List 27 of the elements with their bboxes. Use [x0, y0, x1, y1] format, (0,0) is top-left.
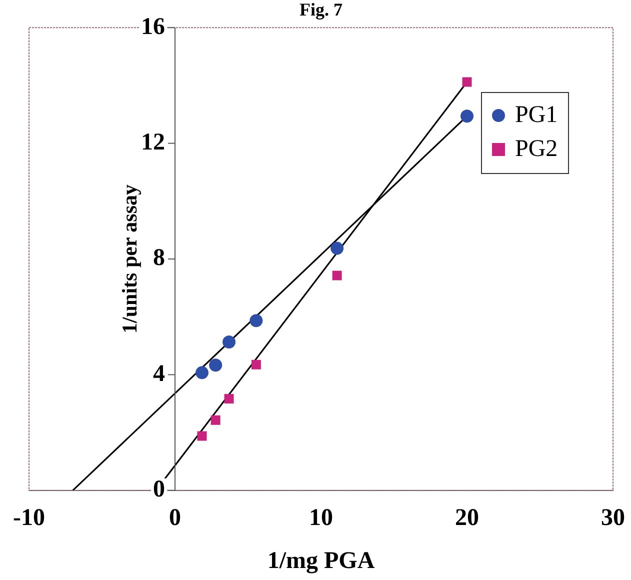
x-tick-label: 30: [601, 505, 625, 532]
point: [209, 358, 222, 372]
chart-title: Fig. 7: [300, 0, 342, 20]
point: [196, 366, 209, 380]
point: [222, 336, 236, 349]
x-tick-label: 0: [169, 505, 181, 532]
legend-label: PG1: [515, 102, 558, 130]
y-tick-label: 16: [141, 14, 165, 40]
point: [210, 415, 220, 425]
point: [251, 360, 261, 370]
y-axis-title: 1/units per assay: [117, 184, 142, 334]
point: [330, 242, 344, 255]
point: [224, 394, 234, 404]
y-tick-label: 8: [153, 245, 165, 272]
point: [332, 270, 342, 280]
x-axis-title: 1/mg PGA: [267, 548, 376, 574]
x-tick-label: -10: [13, 505, 45, 532]
legend-label: PG2: [515, 136, 558, 164]
point: [250, 314, 263, 328]
point: [462, 77, 472, 87]
y-tick-label: 12: [141, 130, 165, 156]
x-tick-label: 20: [455, 505, 479, 532]
y-tick-label: 4: [153, 360, 165, 387]
x-tick-label: 10: [309, 505, 333, 532]
point: [197, 431, 207, 441]
point: [460, 110, 474, 123]
y-tick-label: 0: [153, 476, 165, 503]
